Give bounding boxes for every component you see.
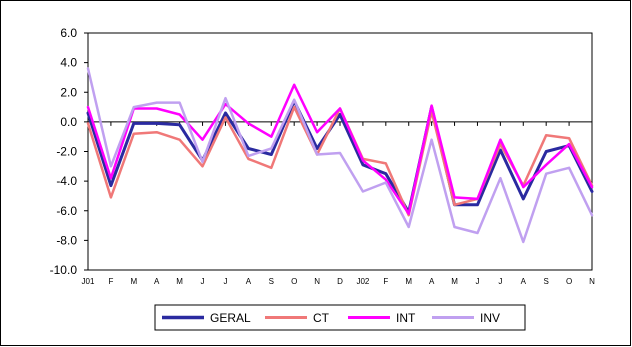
x-tick-label: J xyxy=(223,277,227,286)
legend-label-geral: GERAL xyxy=(210,311,251,325)
x-tick-label: J xyxy=(475,277,479,286)
x-tick-label: O xyxy=(291,277,297,286)
x-tick-label: F xyxy=(108,277,113,286)
series-line-int xyxy=(86,83,594,215)
x-tick-label: D xyxy=(337,277,343,286)
x-tick-label: A xyxy=(429,277,435,286)
y-tick-label: 0.0 xyxy=(60,115,77,129)
series-layer xyxy=(86,67,594,244)
x-tick-label: J01 xyxy=(82,277,95,286)
x-tick-label: M xyxy=(176,277,183,286)
legend-label-int: INT xyxy=(396,311,416,325)
x-tick-label: J xyxy=(201,277,205,286)
series-line-geral xyxy=(86,99,594,214)
y-axis: 6.0 4.0 2.0 0.0 -2.0 -4.0 -6.0 -8.0 -10.0 xyxy=(50,26,88,277)
x-tick-label: A xyxy=(246,277,252,286)
series-line-inv xyxy=(86,67,594,244)
x-axis: J01 F M A M J J A S O N D J02 F M A M J J A S O N xyxy=(82,121,595,286)
x-tick-label: M xyxy=(451,277,458,286)
y-tick-label: -10.0 xyxy=(50,263,78,277)
y-tick-label: 4.0 xyxy=(60,56,77,70)
legend-label-inv: INV xyxy=(480,311,500,325)
x-tick-label: A xyxy=(154,277,160,286)
y-tick-label: -6.0 xyxy=(56,204,77,218)
y-tick-label: -2.0 xyxy=(56,145,77,159)
x-tick-label: N xyxy=(314,277,320,286)
y-tick-label: -8.0 xyxy=(56,233,77,247)
x-tick-label: S xyxy=(544,277,549,286)
x-tick-label: S xyxy=(269,277,274,286)
x-tick-label: J02 xyxy=(356,277,369,286)
y-tick-label: -4.0 xyxy=(56,174,77,188)
y-tick-label: 2.0 xyxy=(60,85,77,99)
legend-label-ct: CT xyxy=(313,311,330,325)
x-tick-label: A xyxy=(521,277,527,286)
plot-area xyxy=(87,32,593,271)
x-tick-label: N xyxy=(589,277,595,286)
x-tick-label: J xyxy=(498,277,502,286)
x-tick-label: M xyxy=(405,277,412,286)
x-tick-label: F xyxy=(383,277,388,286)
x-tick-label: M xyxy=(130,277,137,286)
plot-border xyxy=(87,32,593,271)
legend: GERAL CT INT INV xyxy=(154,304,526,331)
y-tick-label: 6.0 xyxy=(60,26,77,40)
x-tick-label: O xyxy=(566,277,572,286)
